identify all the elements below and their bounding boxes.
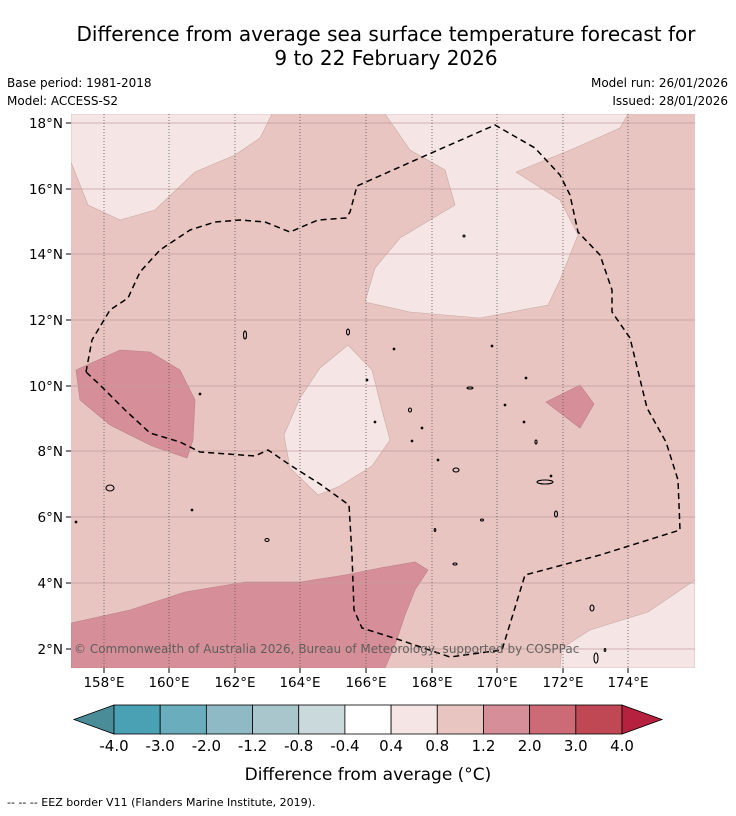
lat-label: 2°N	[38, 642, 63, 658]
colorbar-tick-label: 1.2	[472, 737, 496, 755]
colorbar-bin	[252, 704, 300, 735]
issued-date: Issued: 28/01/2026	[612, 94, 728, 108]
warm-region-west	[75, 349, 196, 459]
copyright-text: © Commonwealth of Australia 2026, Bureau…	[74, 642, 579, 656]
graticule	[71, 114, 695, 668]
lon-label: 172°E	[542, 675, 583, 691]
eez-legend-note: -- -- -- EEZ border V11 (Flanders Marine…	[7, 796, 316, 809]
lon-label: 160°E	[148, 675, 189, 691]
colorbar-extend-high	[621, 704, 664, 735]
colorbar-bin	[298, 704, 346, 735]
warm-region-east	[545, 384, 595, 429]
colorbar-bin	[390, 704, 438, 735]
model-run: Model run: 26/01/2026	[590, 76, 728, 90]
colorbar-bin	[344, 704, 392, 735]
longitude-labels: 158°E 160°E 162°E 164°E 166°E 168°E 170°…	[83, 675, 648, 691]
warm-region-south	[71, 561, 429, 668]
lat-label: 10°N	[29, 379, 63, 395]
lat-label: 8°N	[38, 444, 63, 460]
colorbar-bin	[436, 704, 484, 735]
lon-label: 162°E	[214, 675, 255, 691]
title-line-2: 9 to 22 February 2026	[274, 46, 498, 70]
colorbar-title: Difference from average (°C)	[245, 765, 492, 785]
lat-label: 14°N	[29, 247, 63, 263]
base-period: Base period: 1981-2018	[7, 76, 152, 90]
axis-ticks	[66, 122, 629, 673]
colorbar-tick-label: 4.0	[610, 737, 634, 755]
light-region-northeast	[364, 114, 629, 319]
eez-border	[85, 124, 681, 658]
colorbar-tick-label: -1.2	[238, 737, 267, 755]
light-region-northwest	[71, 114, 273, 221]
colorbar-tick-label: -4.0	[99, 737, 128, 755]
colorbar-tick-label: 2.0	[518, 737, 542, 755]
colorbar-tick-label: -0.8	[284, 737, 313, 755]
lon-label: 170°E	[476, 675, 517, 691]
colorbar-tick-label: -0.4	[330, 737, 359, 755]
islands	[74, 234, 607, 664]
colorbar-tick-label: -3.0	[146, 737, 175, 755]
colorbar-tick-label: 3.0	[564, 737, 588, 755]
lat-label: 16°N	[29, 182, 63, 198]
title-line-1: Difference from average sea surface temp…	[76, 22, 696, 46]
colorbar-tick-label: 0.8	[425, 737, 449, 755]
meta-right: Model run: 26/01/2026 Issued: 28/01/2026	[591, 74, 728, 110]
colorbar-extend-low	[72, 704, 115, 735]
colorbar	[72, 704, 664, 735]
lat-label: 18°N	[29, 116, 63, 132]
colorbar-bin	[529, 704, 577, 735]
colorbar-bin	[113, 704, 161, 735]
light-region-southeast	[559, 579, 695, 668]
colorbar-bin	[575, 704, 623, 735]
colorbar-bin	[483, 704, 531, 735]
model-name: Model: ACCESS-S2	[7, 94, 119, 108]
colorbar-bin	[205, 704, 253, 735]
lat-label: 12°N	[29, 313, 63, 329]
colorbar-tick-label: -2.0	[192, 737, 221, 755]
colorbar-tick-label: 0.4	[379, 737, 403, 755]
lat-label: 6°N	[38, 510, 63, 526]
lon-label: 164°E	[279, 675, 320, 691]
lon-label: 168°E	[411, 675, 452, 691]
latitude-labels: 18°N 16°N 14°N 12°N 10°N 8°N 6°N 4°N 2°N	[29, 116, 63, 658]
map-plot-area: © Commonwealth of Australia 2026, Bureau…	[71, 114, 695, 668]
lon-label: 158°E	[83, 675, 124, 691]
colorbar-bin	[159, 704, 207, 735]
lon-label: 174°E	[607, 675, 648, 691]
meta-left: Base period: 1981-2018 Model: ACCESS-S2	[7, 74, 152, 110]
map-title: Difference from average sea surface temp…	[0, 22, 736, 70]
lon-label: 166°E	[345, 675, 386, 691]
colorbar-labels: -4.0 -3.0 -2.0 -1.2 -0.8 -0.4 0.4 0.8 1.2 2.0 3.0 4…	[99, 737, 634, 755]
lat-label: 4°N	[38, 576, 63, 592]
